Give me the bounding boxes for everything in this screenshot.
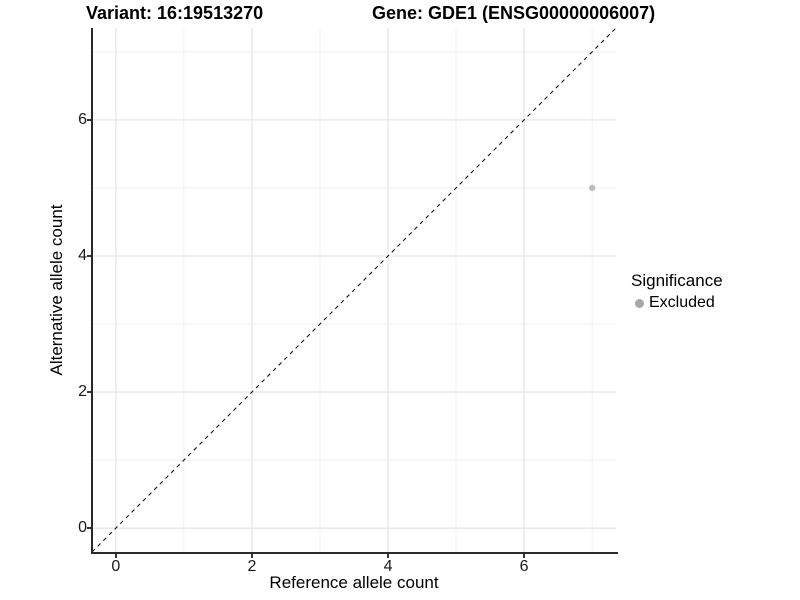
legend-entry-excluded: Excluded [631,294,723,312]
y-tick-label: 2 [78,383,87,401]
x-tick-mark [387,553,389,558]
x-tick-mark [523,553,525,558]
plot-title-gene: Gene: GDE1 (ENSG00000006007) [372,3,656,23]
x-tick-label: 4 [383,558,393,575]
x-tick-label: 0 [111,558,121,575]
y-tick-label: 0 [78,519,87,537]
x-axis-label: Reference allele count [269,573,439,592]
y-tick-mark [86,255,91,257]
legend-entry-label: Excluded [649,294,715,311]
y-axis-label: Alternative allele count [47,204,66,376]
plot-title-variant: Variant: 16:19513270 [86,3,264,23]
plot-canvas [91,27,617,553]
y-tick-mark [86,119,91,121]
y-tick-label: 4 [78,246,87,264]
x-tick-label: 6 [519,558,529,575]
x-tick-mark [251,553,253,558]
plot-panel [91,27,617,553]
x-tick-mark [115,553,117,558]
y-tick-mark [86,391,91,393]
y-tick-label: 6 [78,110,87,128]
y-axis-line [90,28,93,554]
y-tick-mark [86,527,91,529]
data-point [588,184,596,192]
legend: Significance Excluded [631,271,723,312]
x-axis-line [90,551,618,554]
legend-title: Significance [631,271,723,290]
identity-line [91,27,617,553]
legend-key-dot-icon [635,298,644,308]
x-tick-label: 2 [247,558,257,575]
